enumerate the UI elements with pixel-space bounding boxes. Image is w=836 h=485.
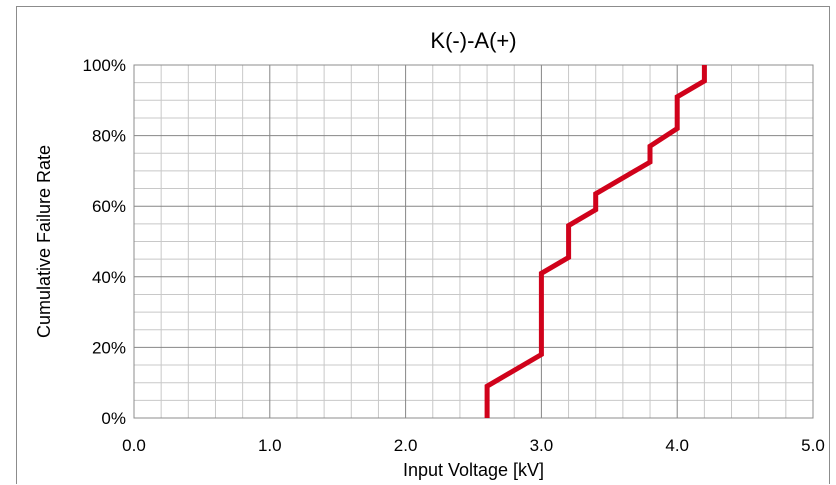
y-tick-label: 60% (92, 197, 126, 216)
data-series-line (484, 65, 707, 418)
x-tick-label: 4.0 (665, 436, 689, 455)
chart-title: K(-)-A(+) (430, 28, 516, 53)
y-tick-label: 0% (101, 409, 126, 428)
y-axis-label: Cumulative Failure Rate (34, 145, 54, 338)
x-tick-label: 5.0 (801, 436, 825, 455)
x-tick-label: 0.0 (122, 436, 146, 455)
x-tick-label: 2.0 (394, 436, 418, 455)
y-tick-label: 20% (92, 338, 126, 357)
plot-area-border (133, 64, 814, 419)
x-tick-labels: 0.0 1.0 2.0 3.0 4.0 5.0 (122, 436, 825, 455)
x-tick-label: 3.0 (530, 436, 554, 455)
y-tick-labels: 0% 20% 40% 60% 80% 100% (83, 56, 126, 428)
y-tick-label: 80% (92, 127, 126, 146)
y-tick-label: 100% (83, 56, 126, 75)
x-tick-label: 1.0 (258, 436, 282, 455)
major-grid (134, 65, 813, 418)
x-axis-label: Input Voltage [kV] (403, 460, 544, 480)
y-tick-label: 40% (92, 268, 126, 287)
series-group (484, 65, 707, 418)
minor-grid (134, 65, 813, 418)
